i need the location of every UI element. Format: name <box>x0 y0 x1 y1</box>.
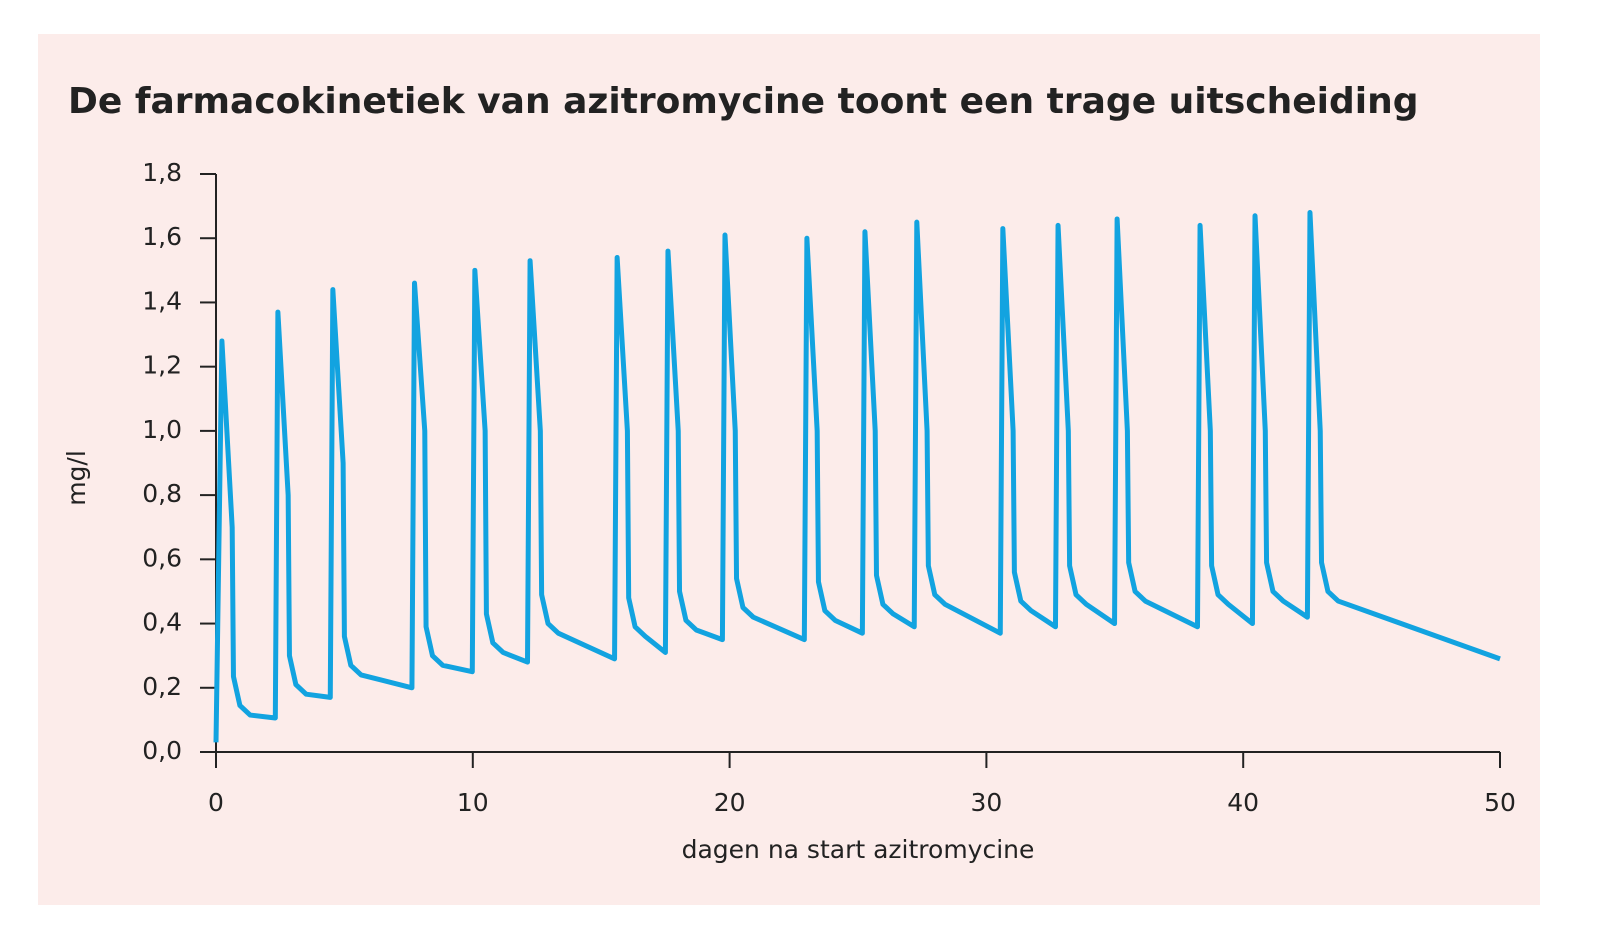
y-tick-label: 0,2 <box>142 672 182 701</box>
y-tick-label: 0,0 <box>142 736 182 765</box>
x-axis-label: dagen na start azitromycine <box>682 835 1035 864</box>
x-tick-label: 0 <box>208 788 224 817</box>
x-tick-label: 10 <box>457 788 489 817</box>
y-tick-label: 1,2 <box>142 351 182 380</box>
x-tick-label: 20 <box>714 788 746 817</box>
y-tick-label: 1,4 <box>142 286 182 315</box>
data-line <box>213 210 1501 743</box>
y-tick-label: 0,4 <box>142 608 182 637</box>
y-tick-label: 0,6 <box>142 543 182 572</box>
y-tick-label: 1,6 <box>142 222 182 251</box>
y-tick-label: 1,0 <box>142 415 182 444</box>
x-tick-label: 40 <box>1227 788 1259 817</box>
y-tick-label: 0,8 <box>142 479 182 508</box>
x-tick-label: 30 <box>970 788 1002 817</box>
y-tick-label: 1,8 <box>142 158 182 187</box>
x-tick-label: 50 <box>1484 788 1516 817</box>
chart-title: De farmacokinetiek van azitromycine toon… <box>68 81 1418 122</box>
y-axis-label: mg/l <box>62 450 91 506</box>
panel <box>38 34 1540 905</box>
